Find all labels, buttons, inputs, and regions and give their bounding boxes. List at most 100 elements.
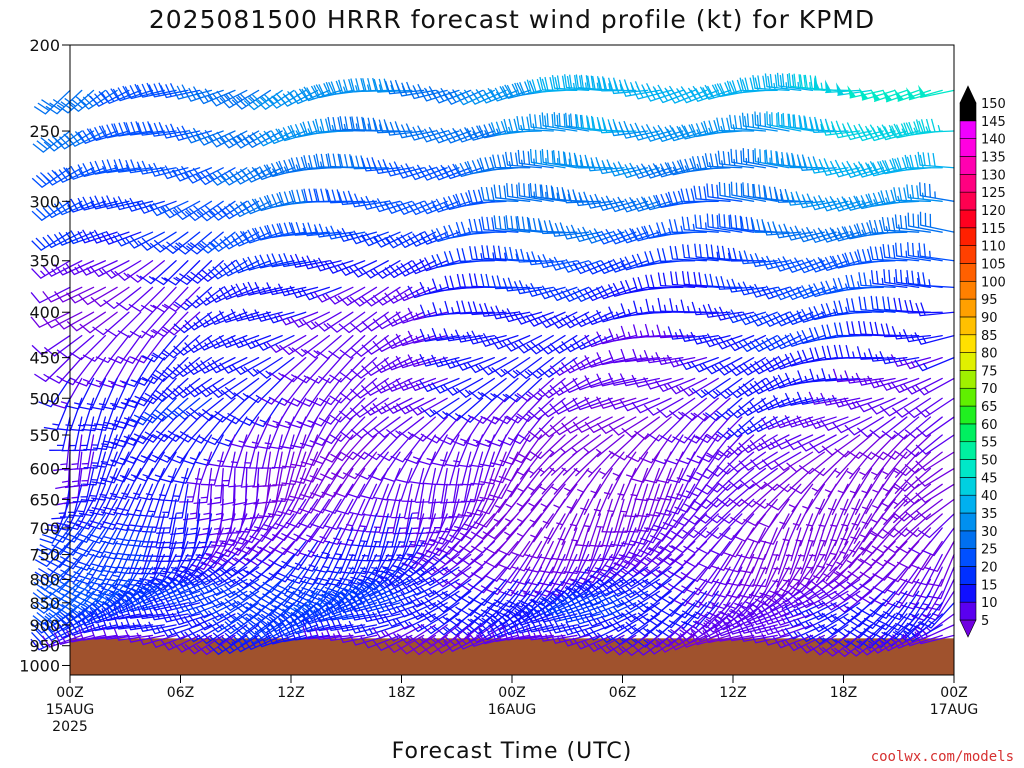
- barb-full: [78, 99, 90, 110]
- barb-full: [315, 153, 320, 167]
- barb-staff: [192, 167, 224, 184]
- barb-full: [407, 167, 416, 180]
- barb-staff: [153, 130, 189, 137]
- barb-full: [270, 130, 280, 142]
- barb-full: [86, 128, 96, 141]
- barb-flag: [835, 82, 844, 96]
- barb-half: [905, 277, 908, 284]
- barb-full: [501, 86, 509, 99]
- barb-full: [487, 87, 497, 100]
- barb-full: [378, 78, 384, 92]
- barb-full: [300, 156, 307, 170]
- wind-barb: [101, 88, 142, 104]
- barb-full: [565, 112, 568, 127]
- barb-full: [94, 126, 102, 140]
- barb-full: [803, 115, 807, 129]
- barb-staff: [154, 167, 189, 177]
- wind-barb: [813, 76, 849, 92]
- barb-full: [282, 93, 293, 105]
- barb-full: [930, 118, 936, 132]
- barb-full: [289, 124, 297, 138]
- barb-full: [613, 80, 620, 94]
- wind-barb: [373, 78, 413, 93]
- barb-full: [871, 127, 880, 140]
- barb-full: [464, 127, 473, 140]
- barb-staff: [426, 130, 460, 143]
- barb-staff: [589, 129, 625, 132]
- barb-full: [412, 85, 420, 98]
- barb-staff: [250, 167, 283, 183]
- barb-full: [243, 99, 255, 111]
- barb-half: [881, 277, 884, 285]
- barb-full: [43, 141, 55, 152]
- barb-full: [464, 161, 472, 175]
- barb-full: [372, 77, 377, 92]
- barb-full: [58, 169, 68, 181]
- barb-full: [287, 125, 296, 139]
- barb-full: [666, 91, 676, 104]
- barb-full: [111, 123, 118, 137]
- barb-full: [596, 76, 601, 90]
- barb-half: [200, 496, 208, 499]
- barb-full: [423, 166, 433, 179]
- barb-staff: [251, 130, 283, 148]
- barb-full: [153, 83, 160, 97]
- barb-full: [659, 89, 669, 102]
- barb-full: [704, 153, 709, 167]
- barb-full: [574, 114, 578, 128]
- barb-full: [701, 155, 707, 169]
- wind-barb: [858, 87, 896, 101]
- barb-full: [288, 159, 295, 172]
- barb-full: [518, 182, 521, 196]
- barb-full: [101, 125, 108, 139]
- barb-full: [105, 90, 115, 102]
- barb-full: [314, 118, 320, 133]
- barb-half: [195, 478, 202, 481]
- barb-staff: [485, 89, 519, 104]
- barb-staff: [719, 163, 755, 169]
- barb-full: [278, 95, 288, 107]
- barb-staff: [766, 86, 802, 92]
- barb-full: [749, 77, 754, 91]
- barb-full: [351, 116, 355, 130]
- barb-half: [533, 158, 536, 166]
- barb-full: [89, 95, 100, 107]
- barb-half: [342, 86, 347, 94]
- barb-full: [528, 184, 531, 198]
- barb-staff: [153, 89, 189, 98]
- barb-staff: [813, 89, 849, 92]
- barb-full: [137, 122, 143, 136]
- barb-full: [718, 182, 721, 196]
- barb-full: [643, 129, 652, 142]
- barb-half: [905, 250, 908, 258]
- barb-full: [546, 113, 549, 127]
- barb-full: [231, 99, 243, 110]
- barb-full: [240, 132, 251, 144]
- barb-full: [746, 113, 750, 127]
- barb-half: [225, 93, 231, 100]
- barb-full: [579, 154, 584, 169]
- barb-full: [307, 121, 313, 135]
- barb-full: [907, 212, 910, 226]
- barb-full: [335, 80, 342, 94]
- barb-full: [211, 92, 222, 104]
- barb-staff: [685, 89, 719, 104]
- barb-full: [676, 160, 684, 173]
- barb-full: [688, 124, 696, 137]
- barb-full: [782, 112, 785, 127]
- barb-staff: [695, 167, 731, 170]
- barb-full: [631, 128, 639, 141]
- barb-full: [252, 94, 263, 105]
- barb-full: [396, 83, 403, 97]
- barb-full: [659, 163, 668, 176]
- barb-full: [89, 161, 97, 175]
- barb-full: [590, 157, 596, 171]
- barb-full: [681, 124, 689, 137]
- barb-full: [764, 150, 767, 164]
- barb-full: [302, 121, 308, 135]
- barb-full: [171, 128, 180, 141]
- barb-full: [602, 119, 608, 133]
- barb-full: [619, 125, 627, 139]
- barb-full: [786, 73, 790, 88]
- barb-full: [266, 132, 275, 144]
